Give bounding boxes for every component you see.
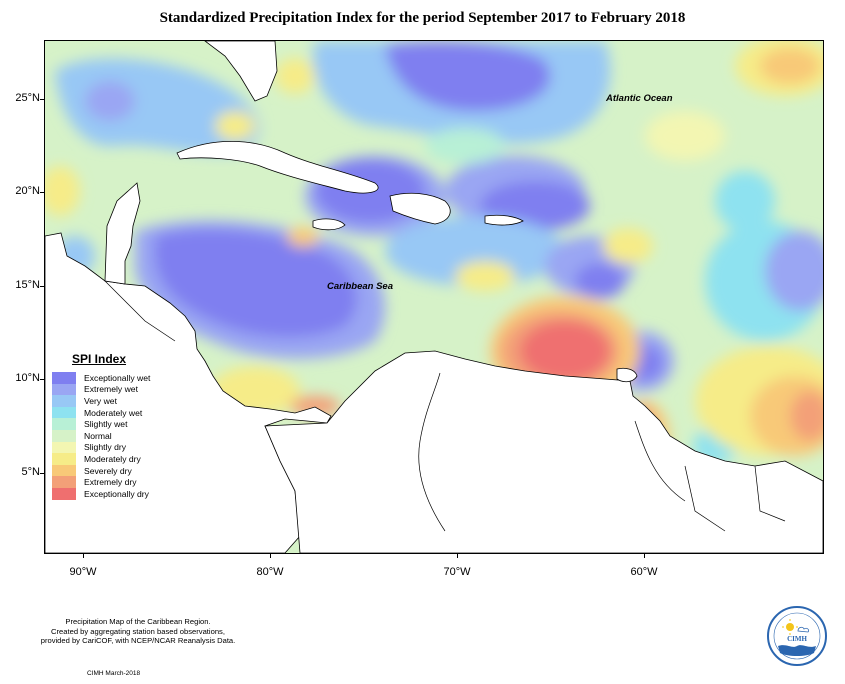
legend-swatch xyxy=(52,372,76,384)
legend-label: Moderately wet xyxy=(84,407,143,418)
legend-item: Severely dry xyxy=(52,464,170,477)
legend-label: Exceptionally wet xyxy=(84,372,151,383)
legend-swatch xyxy=(52,464,76,477)
atlantic-ocean-label: Atlantic Ocean xyxy=(606,93,673,104)
lon-label-90w: 90°W xyxy=(69,566,97,578)
lon-tick-90w xyxy=(83,553,84,558)
legend-label: Moderately dry xyxy=(84,453,141,464)
lon-tick-70w xyxy=(457,553,458,558)
legend-item: Moderately dry xyxy=(52,453,170,465)
legend-label: Slightly wet xyxy=(84,419,128,430)
legend-swatch xyxy=(52,487,76,500)
caribbean-sea-label: Caribbean Sea xyxy=(327,281,393,292)
borders xyxy=(104,280,786,532)
lon-label-60w: 60°W xyxy=(630,566,658,578)
footer-note: Precipitation Map of the Caribbean Regio… xyxy=(18,617,258,646)
lat-tick-20n xyxy=(40,192,45,193)
logo-text: CIMH xyxy=(787,635,807,643)
legend-swatch xyxy=(52,418,76,430)
legend-item: Very wet xyxy=(52,395,170,407)
legend-label: Slightly dry xyxy=(84,442,127,453)
legend-item: Extremely wet xyxy=(52,383,170,396)
spi-field xyxy=(45,41,823,553)
legend-swatch xyxy=(52,383,76,396)
legend-item: Slightly wet xyxy=(52,418,170,430)
legend-item: Extremely dry xyxy=(52,476,170,488)
footer-line-2: Created by aggregating station based obs… xyxy=(51,626,225,636)
legend-label: Exceptionally dry xyxy=(84,488,149,499)
footer-credit: CIMH March-2018 xyxy=(87,670,141,677)
map-title: Standardized Precipitation Index for the… xyxy=(159,10,686,26)
legend-swatch xyxy=(52,406,76,419)
legend-item: Exceptionally wet xyxy=(52,372,170,384)
coastlines xyxy=(45,41,823,553)
cimh-logo: CIMH xyxy=(767,606,827,666)
lat-label-5n: 5°N xyxy=(21,466,40,478)
legend-label: Normal xyxy=(84,430,112,441)
legend-item: Slightly dry xyxy=(52,441,170,454)
footer-line-1: Precipitation Map of the Caribbean Regio… xyxy=(65,617,211,626)
lat-tick-5n xyxy=(40,473,45,474)
legend-swatch xyxy=(52,395,76,407)
legend-title: SPI Index xyxy=(72,352,127,366)
spi-map: Atlantic Ocean Caribbean Sea xyxy=(44,40,824,554)
lat-label-10n: 10°N xyxy=(15,372,40,384)
legend-item: Normal xyxy=(52,429,170,442)
legend-label: Extremely wet xyxy=(84,384,138,395)
lat-label-25n: 25°N xyxy=(15,92,40,104)
lat-label-20n: 20°N xyxy=(15,185,40,197)
legend-label: Severely dry xyxy=(84,465,132,476)
sun-icon xyxy=(782,619,798,635)
legend-label: Very wet xyxy=(84,395,117,406)
legend-swatch xyxy=(52,453,76,465)
lon-tick-80w xyxy=(270,553,271,558)
legend-label: Extremely dry xyxy=(84,477,137,488)
lon-label-70w: 70°W xyxy=(443,566,471,578)
legend-swatch xyxy=(52,429,76,442)
lat-tick-15n xyxy=(40,286,45,287)
lon-tick-60w xyxy=(644,553,645,558)
legend-item: Moderately wet xyxy=(52,406,170,419)
cloud-icon xyxy=(797,626,810,633)
lon-label-80w: 80°W xyxy=(256,566,284,578)
legend-swatch xyxy=(52,441,76,454)
legend-swatch xyxy=(52,476,76,488)
lat-tick-10n xyxy=(40,379,45,380)
footer-line-3: provided by CariCOF, with NCEP/NCAR Rean… xyxy=(40,636,236,645)
legend-item: Exceptionally dry xyxy=(52,487,170,500)
lat-tick-25n xyxy=(40,99,45,100)
lat-label-15n: 15°N xyxy=(15,279,40,291)
spi-legend: SPI Index Exceptionally wet Extremely wet… xyxy=(52,352,170,500)
